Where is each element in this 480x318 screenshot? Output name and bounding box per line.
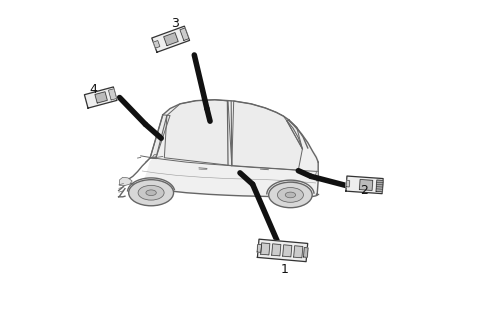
Polygon shape — [360, 179, 373, 190]
Polygon shape — [303, 248, 308, 257]
Ellipse shape — [269, 182, 312, 208]
Polygon shape — [346, 180, 349, 187]
Polygon shape — [108, 89, 117, 100]
Polygon shape — [283, 245, 292, 257]
Polygon shape — [152, 155, 157, 157]
Polygon shape — [95, 92, 108, 103]
Ellipse shape — [129, 180, 174, 206]
Polygon shape — [84, 87, 117, 108]
Polygon shape — [164, 33, 178, 45]
Polygon shape — [153, 41, 160, 48]
Polygon shape — [150, 115, 170, 158]
Polygon shape — [120, 177, 132, 185]
Polygon shape — [125, 100, 318, 197]
Text: 2: 2 — [360, 184, 369, 197]
Polygon shape — [180, 28, 189, 40]
Polygon shape — [272, 244, 281, 256]
Text: 1: 1 — [280, 263, 288, 276]
Polygon shape — [294, 246, 303, 258]
Polygon shape — [316, 171, 318, 181]
Text: 3: 3 — [171, 17, 180, 30]
Ellipse shape — [277, 188, 303, 202]
Polygon shape — [164, 100, 232, 166]
Polygon shape — [261, 243, 270, 255]
Ellipse shape — [146, 190, 156, 196]
Polygon shape — [257, 239, 308, 262]
Ellipse shape — [285, 192, 296, 198]
Polygon shape — [346, 176, 383, 194]
Polygon shape — [152, 26, 190, 52]
Polygon shape — [376, 180, 383, 192]
Text: 4: 4 — [89, 83, 97, 96]
Ellipse shape — [138, 185, 164, 200]
Polygon shape — [232, 101, 302, 170]
Polygon shape — [257, 245, 262, 252]
Polygon shape — [287, 120, 302, 149]
